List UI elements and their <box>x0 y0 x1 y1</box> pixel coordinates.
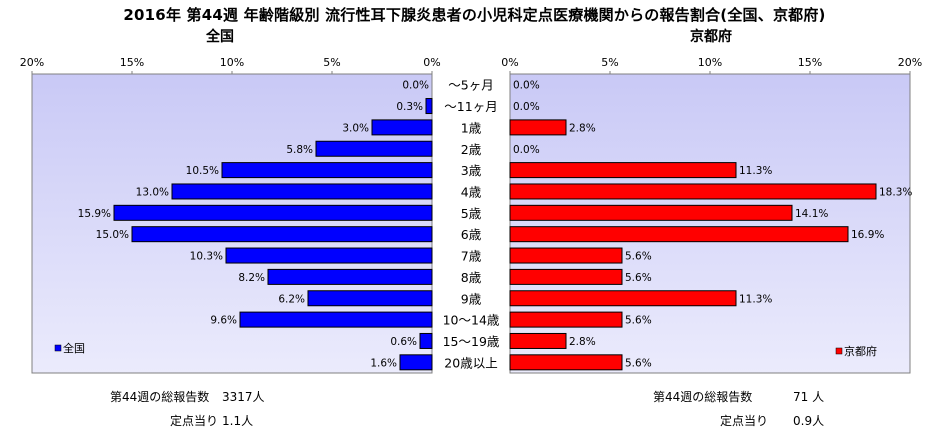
left-bar <box>221 162 433 179</box>
right-sentinel-label: 定点当り <box>720 414 769 428</box>
left-bar <box>225 247 433 264</box>
left-x-tick-label: 15% <box>120 56 144 69</box>
left-bar-label: 3.0% <box>342 122 369 134</box>
right-bar <box>509 290 737 307</box>
left-bar-label: 10.3% <box>190 251 223 263</box>
left-legend-label: 全国 <box>63 341 85 355</box>
left-bar <box>371 119 433 136</box>
right-bar-label: 0.0% <box>513 144 540 156</box>
right-bar-label: 5.6% <box>625 251 652 263</box>
left-sentinel-value: 1.1人 <box>222 414 254 428</box>
category-label: ～11ヶ月 <box>444 99 497 114</box>
right-bar-label: 0.0% <box>513 101 540 113</box>
right-bar-label: 5.6% <box>625 315 652 327</box>
right-total-value: 71 人 <box>793 390 825 404</box>
left-total-label: 第44週の総報告数 <box>110 390 210 404</box>
right-bar <box>509 268 623 285</box>
left-total-value: 3317人 <box>222 390 265 404</box>
right-bar <box>509 332 567 349</box>
left-bar-label: 1.6% <box>370 357 397 369</box>
right-bar-label: 11.3% <box>739 165 772 177</box>
right-x-tick-label: 10% <box>698 56 722 69</box>
left-bar-label: 10.5% <box>186 165 219 177</box>
right-bar-label: 11.3% <box>739 293 772 305</box>
left-bar-label: 8.2% <box>238 272 265 284</box>
category-label: 8歳 <box>461 270 482 285</box>
left-bar <box>419 332 433 349</box>
left-bar <box>267 268 433 285</box>
category-label: ～5ヶ月 <box>448 78 493 93</box>
category-label: 10～14歳 <box>443 313 500 328</box>
right-panel-title: 京都府 <box>690 29 732 45</box>
right-bar <box>509 311 623 328</box>
right-bar <box>509 226 849 243</box>
right-bar <box>509 162 737 179</box>
right-legend-swatch <box>835 347 843 355</box>
left-bar <box>307 290 433 307</box>
right-x-tick-label: 20% <box>898 56 922 69</box>
left-x-tick-label: 20% <box>20 56 44 69</box>
left-bar-label: 9.6% <box>210 315 237 327</box>
left-x-tick-label: 10% <box>220 56 244 69</box>
left-bar-label: 6.2% <box>278 293 305 305</box>
category-label: 5歳 <box>461 206 482 221</box>
right-bar <box>509 119 567 136</box>
left-bar-label: 0.6% <box>390 336 417 348</box>
left-bar <box>399 354 433 371</box>
chart-title: 2016年 第44週 年齢階級別 流行性耳下腺炎患者の小児科定点医療機関からの報… <box>123 6 826 24</box>
right-bar-label: 5.6% <box>625 272 652 284</box>
right-sentinel-value: 0.9人 <box>793 414 825 428</box>
category-label: 3歳 <box>461 163 482 178</box>
category-label: 2歳 <box>461 142 482 157</box>
right-bar <box>509 247 623 264</box>
left-bar-label: 13.0% <box>136 186 169 198</box>
right-bar <box>509 354 623 371</box>
left-bar <box>315 140 433 157</box>
left-bar-label: 15.9% <box>78 208 111 220</box>
left-bar-label: 5.8% <box>286 144 313 156</box>
left-bar <box>131 226 433 243</box>
left-panel-title: 全国 <box>206 29 234 45</box>
right-bar <box>509 204 793 221</box>
right-x-tick-label: 15% <box>798 56 822 69</box>
left-bar <box>425 98 433 115</box>
category-label: 20歳以上 <box>444 355 497 370</box>
left-bar-label: 0.0% <box>402 80 429 92</box>
left-bar <box>113 204 433 221</box>
left-legend-swatch <box>54 344 62 352</box>
left-x-tick-label: 5% <box>323 56 340 69</box>
right-bar <box>509 183 877 200</box>
left-bar-label: 15.0% <box>96 229 129 241</box>
right-bar-label: 5.6% <box>625 357 652 369</box>
left-sentinel-label: 定点当り <box>170 414 219 428</box>
right-x-tick-label: 5% <box>601 56 618 69</box>
right-total-label: 第44週の総報告数 <box>653 390 753 404</box>
left-bar <box>239 311 433 328</box>
right-bar-label: 2.8% <box>569 336 596 348</box>
category-label: 7歳 <box>461 249 482 264</box>
left-bar-label: 0.3% <box>396 101 423 113</box>
left-bar <box>171 183 433 200</box>
category-label: 9歳 <box>461 291 482 306</box>
right-bar-label: 18.3% <box>879 186 912 198</box>
right-bar-label: 0.0% <box>513 80 540 92</box>
right-legend-label: 京都府 <box>844 344 877 358</box>
category-label: 1歳 <box>461 120 482 135</box>
right-bar-label: 16.9% <box>851 229 884 241</box>
left-x-tick-label: 0% <box>423 56 440 69</box>
right-bar-label: 14.1% <box>795 208 828 220</box>
right-bar-label: 2.8% <box>569 122 596 134</box>
category-label: 6歳 <box>461 227 482 242</box>
category-label: 15～19歳 <box>443 334 500 349</box>
right-plot-area <box>509 73 911 374</box>
right-x-tick-label: 0% <box>501 56 518 69</box>
left-plot-area <box>31 73 433 374</box>
category-label: 4歳 <box>461 184 482 199</box>
